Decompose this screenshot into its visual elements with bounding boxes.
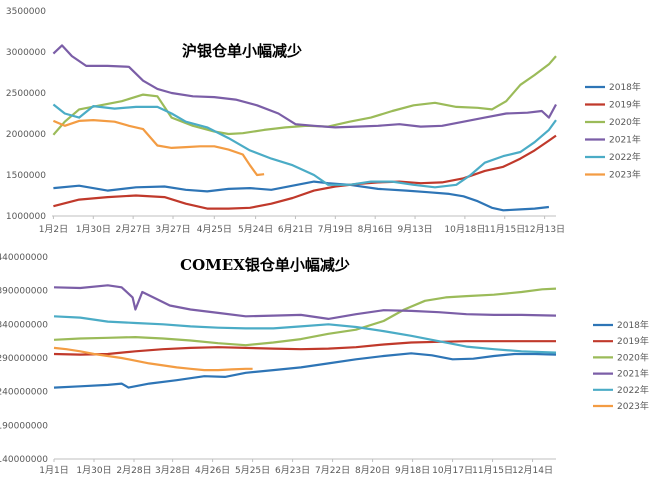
legend-label: 2018年 (617, 319, 649, 331)
y-tick-label: 2500000 (6, 89, 46, 99)
series-line-2022年 (52, 103, 557, 189)
legend-label: 2020年 (609, 116, 641, 128)
y-tick-label: 340000000 (0, 320, 48, 330)
x-tick-label: 6月21日 (278, 224, 313, 235)
y-tick-label: 440000000 (0, 253, 48, 263)
chart-1: 1000000 1500000 2000000 2500000 3000000 35000… (6, 7, 641, 235)
x-tick-label: 7月22日 (315, 465, 350, 476)
x-tick-label: 4月25日 (197, 224, 232, 235)
x-tick-label: 7月19日 (318, 224, 353, 235)
x-tick-label: 1月1日 (39, 465, 68, 476)
y-tick-label: 1000000 (6, 212, 46, 222)
series-line-2018年 (53, 180, 550, 212)
series-line-2018年 (53, 352, 557, 389)
legend-label: 2022年 (609, 151, 641, 163)
series-line-2022年 (53, 315, 557, 354)
y-tick-label: 3000000 (6, 48, 46, 58)
y-tick-label: 390000000 (0, 287, 48, 297)
x-tick-label: 12月14日 (512, 465, 553, 476)
x-tick-label: 5月24日 (238, 224, 273, 235)
legend-label: 2019年 (617, 335, 649, 347)
legend-label: 2019年 (609, 99, 641, 111)
x-tick-label: 4月26日 (195, 465, 230, 476)
x-tick-label: 11月15日 (484, 224, 525, 235)
series-line-2021年 (53, 284, 557, 320)
x-tick-label: 2月28日 (116, 465, 151, 476)
legend-label: 2023年 (609, 169, 641, 181)
y-tick-label: 3500000 (6, 7, 46, 17)
series-line-2023年 (53, 346, 253, 372)
x-tick-label: 12月13日 (524, 224, 565, 235)
x-tick-label: 9月13日 (397, 224, 432, 235)
x-tick-label: 11月15日 (472, 465, 513, 476)
legend-label: 2018年 (609, 81, 641, 93)
legend-label: 2023年 (617, 400, 649, 412)
x-tick-label: 2月27日 (116, 224, 151, 235)
x-tick-label: 3月28日 (155, 465, 190, 476)
y-tick-label: 190000000 (0, 421, 48, 431)
legend-label: 2020年 (617, 351, 649, 363)
x-tick-label: 10月18日 (444, 224, 485, 235)
x-tick-label: 9月18日 (395, 465, 430, 476)
x-tick-label: 1月30日 (76, 465, 111, 476)
y-tick-label: 1500000 (6, 171, 46, 181)
legend-label: 2021年 (609, 134, 641, 146)
x-tick-label: 10月17日 (432, 465, 473, 476)
y-tick-label: 140000000 (0, 455, 48, 465)
legend-label: 2022年 (617, 384, 649, 396)
series-line-2019年 (53, 134, 557, 210)
chart-title: 沪银仓单小幅减少 (182, 42, 302, 60)
series-line-2023年 (52, 119, 265, 177)
x-tick-label: 1月30日 (76, 224, 111, 235)
series-line-2020年 (53, 287, 557, 347)
chart-title: COMEX银仓单小幅减少 (180, 256, 350, 274)
series-line-2021年 (52, 44, 557, 129)
y-tick-label: 240000000 (0, 388, 48, 398)
x-tick-label: 3月27日 (155, 224, 190, 235)
x-tick-label: 1月2日 (39, 224, 68, 235)
x-tick-label: 6月23日 (275, 465, 310, 476)
series-line-2019年 (53, 340, 556, 356)
x-tick-label: 8月16日 (358, 224, 393, 235)
y-tick-label: 2000000 (6, 130, 46, 140)
y-tick-label: 290000000 (0, 354, 48, 364)
x-tick-label: 8月20日 (355, 465, 390, 476)
x-tick-label: 5月25日 (235, 465, 270, 476)
chart-2: 140000000 190000000 240000000 290000000 3400… (0, 253, 649, 476)
legend-label: 2021年 (617, 368, 649, 380)
